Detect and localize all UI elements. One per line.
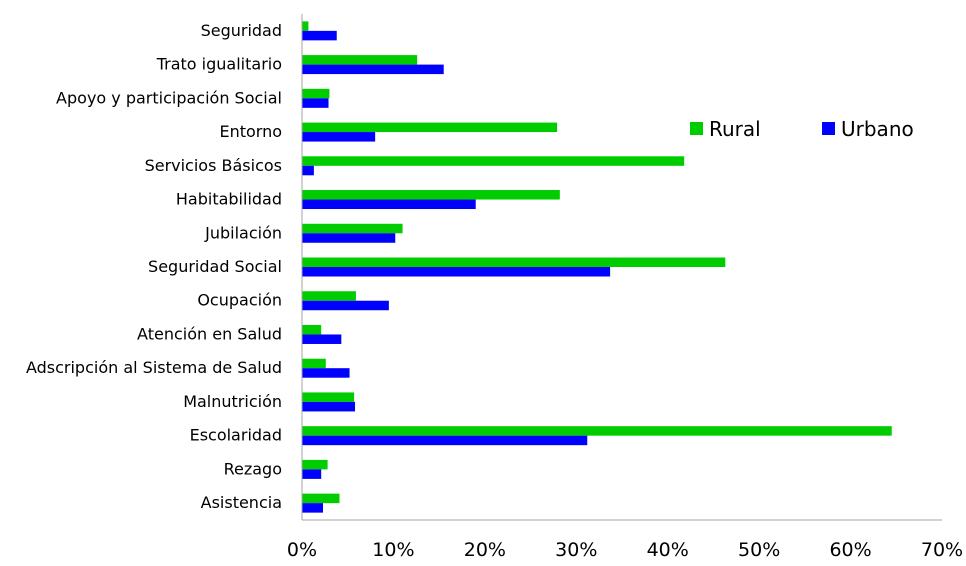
bar-rural [302,392,355,402]
category-label: Servicios Básicos [145,156,282,175]
category-label: Trato igualitario [156,55,282,74]
bar-rural [302,88,330,99]
bar-rural [302,122,558,133]
x-tick-labels: 0% 10% 20% 30% 40% 50% 60% 70% [287,539,963,561]
x-tick-label: 0% [287,539,317,561]
category-label: Ocupación [197,291,282,310]
legend-swatch-urbano [822,122,835,135]
bars-group [302,21,892,513]
category-label: Seguridad [201,21,282,40]
bar-urbano [302,199,476,210]
category-label: Escolaridad [190,426,282,445]
bar-rural [302,324,322,335]
bar-urbano [302,469,322,479]
category-label: Asistencia [201,493,282,512]
category-label: Seguridad Social [148,257,282,276]
bar-rural [302,156,685,166]
bar-rural [302,21,309,31]
category-label: Rezago [224,459,282,478]
bar-rural [302,190,560,200]
bar-urbano [302,300,389,311]
category-label: Habitabilidad [176,190,282,209]
bar-urbano [302,368,350,378]
legend: Rural Urbano [690,117,914,141]
legend-label-rural: Rural [709,117,761,141]
x-tick-label: 40% [647,539,689,561]
legend-label-urbano: Urbano [841,117,914,141]
x-tick-label: 70% [921,539,963,561]
x-tick-label: 60% [829,539,871,561]
category-label: Apoyo y participación Social [56,88,282,107]
bar-rural [302,493,340,504]
bar-rural [302,257,726,267]
bar-rural [302,55,418,65]
category-label: Malnutrición [183,392,282,411]
category-label: Entorno [219,122,282,141]
category-label: Jubilación [204,223,282,242]
bar-urbano [302,30,337,41]
bar-urbano [302,98,329,108]
category-labels: Seguridad Trato igualitario Apoyo y partic… [26,21,282,512]
bar-rural [302,223,403,234]
legend-swatch-rural [690,122,703,135]
bar-rural [302,358,326,369]
bar-rural [302,426,892,436]
bar-urbano [302,132,376,142]
category-label: Adscripción al Sistema de Salud [26,358,282,377]
category-label: Atención en Salud [137,324,282,343]
bar-urbano [302,267,611,277]
bar-urbano [302,233,396,243]
x-tick-label: 30% [555,539,597,561]
x-tick-label: 10% [372,539,414,561]
x-tick-label: 50% [738,539,780,561]
bar-urbano [302,334,342,344]
bar-urbano [302,401,356,412]
bar-urbano [302,435,588,446]
bar-rural [302,459,328,470]
bar-urbano [302,165,314,176]
bar-rural [302,291,356,301]
bar-urbano [302,64,444,75]
x-tick-label: 20% [464,539,506,561]
bar-urbano [302,503,324,513]
